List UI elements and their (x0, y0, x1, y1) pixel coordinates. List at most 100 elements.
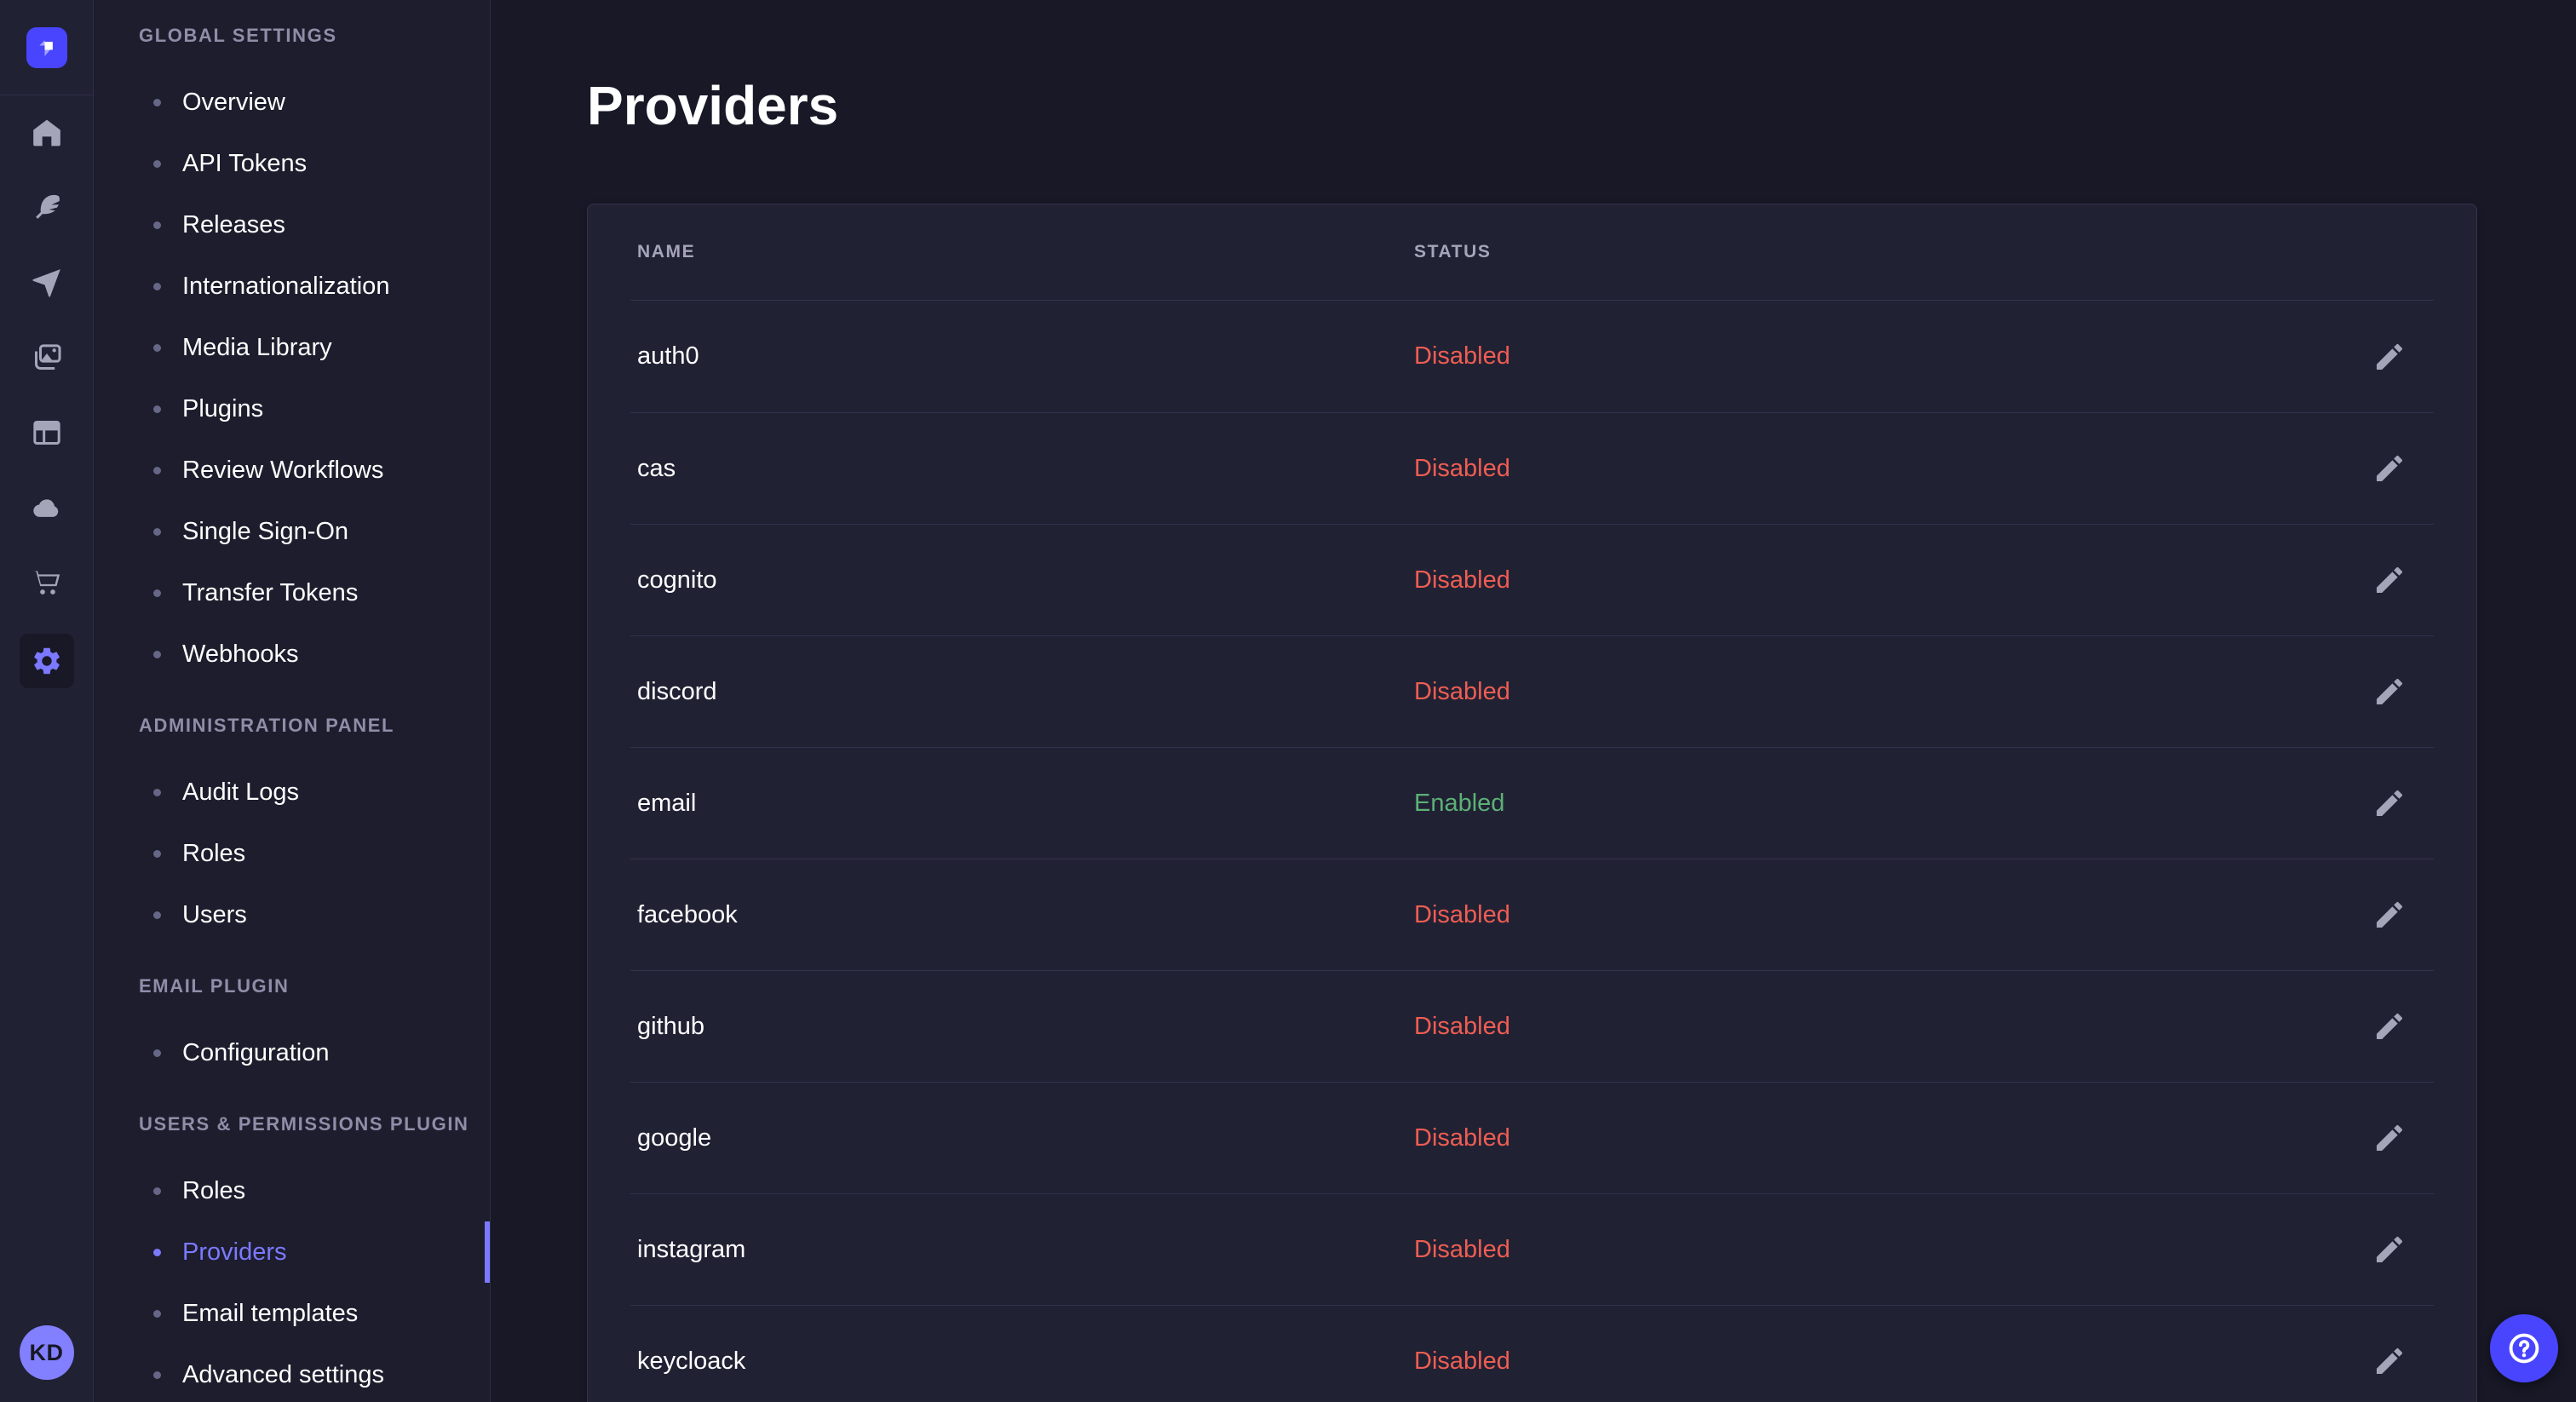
edit-provider-button[interactable] (2369, 1118, 2410, 1158)
subnav-item-label: Transfer Tokens (182, 578, 359, 606)
status-badge: Disabled (1414, 1235, 1510, 1263)
bullet-icon (153, 466, 161, 474)
subnav-section: EMAIL PLUGIN Configuration (94, 975, 490, 1083)
layout-nav-button[interactable] (0, 395, 93, 470)
help-button[interactable] (2490, 1314, 2558, 1382)
subnav-item-transfer-tokens[interactable]: Transfer Tokens (94, 562, 490, 623)
home-nav-button[interactable] (0, 95, 93, 170)
subnav-item-providers[interactable]: Providers (94, 1221, 490, 1283)
provider-name: cas (637, 454, 676, 482)
edit-provider-button[interactable] (2369, 560, 2410, 600)
subnav-item-label: Providers (182, 1238, 287, 1266)
edit-provider-button[interactable] (2369, 1006, 2410, 1047)
subnav-item-email-templates[interactable]: Email templates (94, 1283, 490, 1344)
subnav-section: GLOBAL SETTINGS Overview API Tokens Rele… (94, 25, 490, 685)
subnav-item-label: Plugins (182, 394, 264, 422)
edit-provider-button[interactable] (2369, 448, 2410, 489)
edit-provider-button[interactable] (2369, 1341, 2410, 1382)
status-badge: Enabled (1414, 789, 1505, 817)
subnav-item-configuration[interactable]: Configuration (94, 1022, 490, 1083)
status-badge: Disabled (1414, 900, 1510, 928)
table-body: auth0 Disabled cas Disabled cognito Disa… (630, 301, 2434, 1402)
cloud-nav-button[interactable] (0, 470, 93, 545)
bullet-icon (153, 98, 161, 106)
pencil-icon (2377, 566, 2403, 593)
table-row: cas Disabled (630, 412, 2434, 524)
table-row: email Enabled (630, 747, 2434, 859)
subnav-section: ADMINISTRATION PANEL Audit Logs Roles Us… (94, 715, 490, 945)
provider-name: facebook (637, 900, 738, 928)
logo-area (0, 0, 93, 95)
subnav-item-label: Single Sign-On (182, 517, 349, 545)
bullet-icon (153, 221, 161, 229)
subnav-item-roles[interactable]: Roles (94, 823, 490, 884)
subnav-item-single-sign-on[interactable]: Single Sign-On (94, 501, 490, 562)
subnav-item-audit-logs[interactable]: Audit Logs (94, 761, 490, 823)
subnav-item-label: API Tokens (182, 149, 308, 177)
provider-name: keycloack (637, 1347, 746, 1375)
table-row: auth0 Disabled (630, 301, 2434, 412)
subnav-item-webhooks[interactable]: Webhooks (94, 623, 490, 685)
feather-icon (30, 191, 64, 225)
edit-provider-button[interactable] (2369, 336, 2410, 377)
bullet-icon (153, 282, 161, 290)
bullet-icon (153, 589, 161, 597)
table-row: discord Disabled (630, 635, 2434, 747)
subnav-item-roles[interactable]: Roles (94, 1160, 490, 1221)
cart-nav-button[interactable] (0, 545, 93, 620)
home-icon (30, 116, 64, 150)
subnav-item-label: Overview (182, 88, 285, 116)
page-title: Providers (587, 75, 839, 136)
status-badge: Disabled (1414, 1012, 1510, 1040)
edit-provider-button[interactable] (2369, 1229, 2410, 1270)
strapi-logo[interactable] (26, 26, 67, 68)
subnav-section-title: ADMINISTRATION PANEL (139, 715, 395, 736)
subnav-item-label: Releases (182, 210, 285, 238)
subnav-item-review-workflows[interactable]: Review Workflows (94, 440, 490, 501)
provider-name: instagram (637, 1235, 746, 1263)
gear-nav-button[interactable] (0, 620, 93, 702)
subnav-item-label: Email templates (182, 1299, 359, 1327)
subnav-item-releases[interactable]: Releases (94, 194, 490, 256)
bullet-icon (153, 650, 161, 658)
pencil-icon (2377, 343, 2403, 370)
subnav-item-label: Review Workflows (182, 456, 384, 484)
subnav-item-advanced-settings[interactable]: Advanced settings (94, 1344, 490, 1402)
subnav-item-label: Advanced settings (182, 1360, 384, 1388)
feather-nav-button[interactable] (0, 170, 93, 245)
status-badge: Disabled (1414, 342, 1510, 370)
edit-provider-button[interactable] (2369, 783, 2410, 824)
status-badge: Disabled (1414, 1123, 1510, 1152)
subnav-section-title: GLOBAL SETTINGS (139, 25, 337, 46)
images-nav-button[interactable] (0, 320, 93, 395)
status-badge: Disabled (1414, 677, 1510, 705)
status-badge: Disabled (1414, 566, 1510, 594)
subnav-item-users[interactable]: Users (94, 884, 490, 945)
provider-name: github (637, 1012, 705, 1040)
edit-provider-button[interactable] (2369, 671, 2410, 712)
column-header-name: NAME (637, 242, 696, 261)
rail-icon-list (0, 95, 93, 702)
subnav-item-label: Roles (182, 1176, 246, 1204)
subnav-item-media-library[interactable]: Media Library (94, 317, 490, 378)
bullet-icon (153, 1309, 161, 1318)
providers-table-card: NAME STATUS auth0 Disabled cas Disabled (587, 204, 2477, 1402)
subnav-item-internationalization[interactable]: Internationalization (94, 256, 490, 317)
avatar[interactable]: KD (19, 1325, 74, 1380)
subnav-item-label: Roles (182, 839, 246, 867)
subnav-item-overview[interactable]: Overview (94, 72, 490, 133)
bullet-icon (153, 911, 161, 919)
subnav-item-label: Configuration (182, 1038, 330, 1066)
subnav-item-plugins[interactable]: Plugins (94, 378, 490, 440)
send-nav-button[interactable] (0, 245, 93, 320)
edit-provider-button[interactable] (2369, 894, 2410, 935)
subnav-item-api-tokens[interactable]: API Tokens (94, 133, 490, 194)
layout-icon (30, 416, 64, 450)
status-badge: Disabled (1414, 454, 1510, 482)
column-header-status: STATUS (1414, 242, 1492, 261)
bullet-icon (153, 1049, 161, 1057)
bullet-icon (153, 1370, 161, 1379)
cart-icon (30, 566, 64, 600)
strapi-logo-icon (38, 39, 53, 56)
bullet-icon (153, 1248, 161, 1256)
